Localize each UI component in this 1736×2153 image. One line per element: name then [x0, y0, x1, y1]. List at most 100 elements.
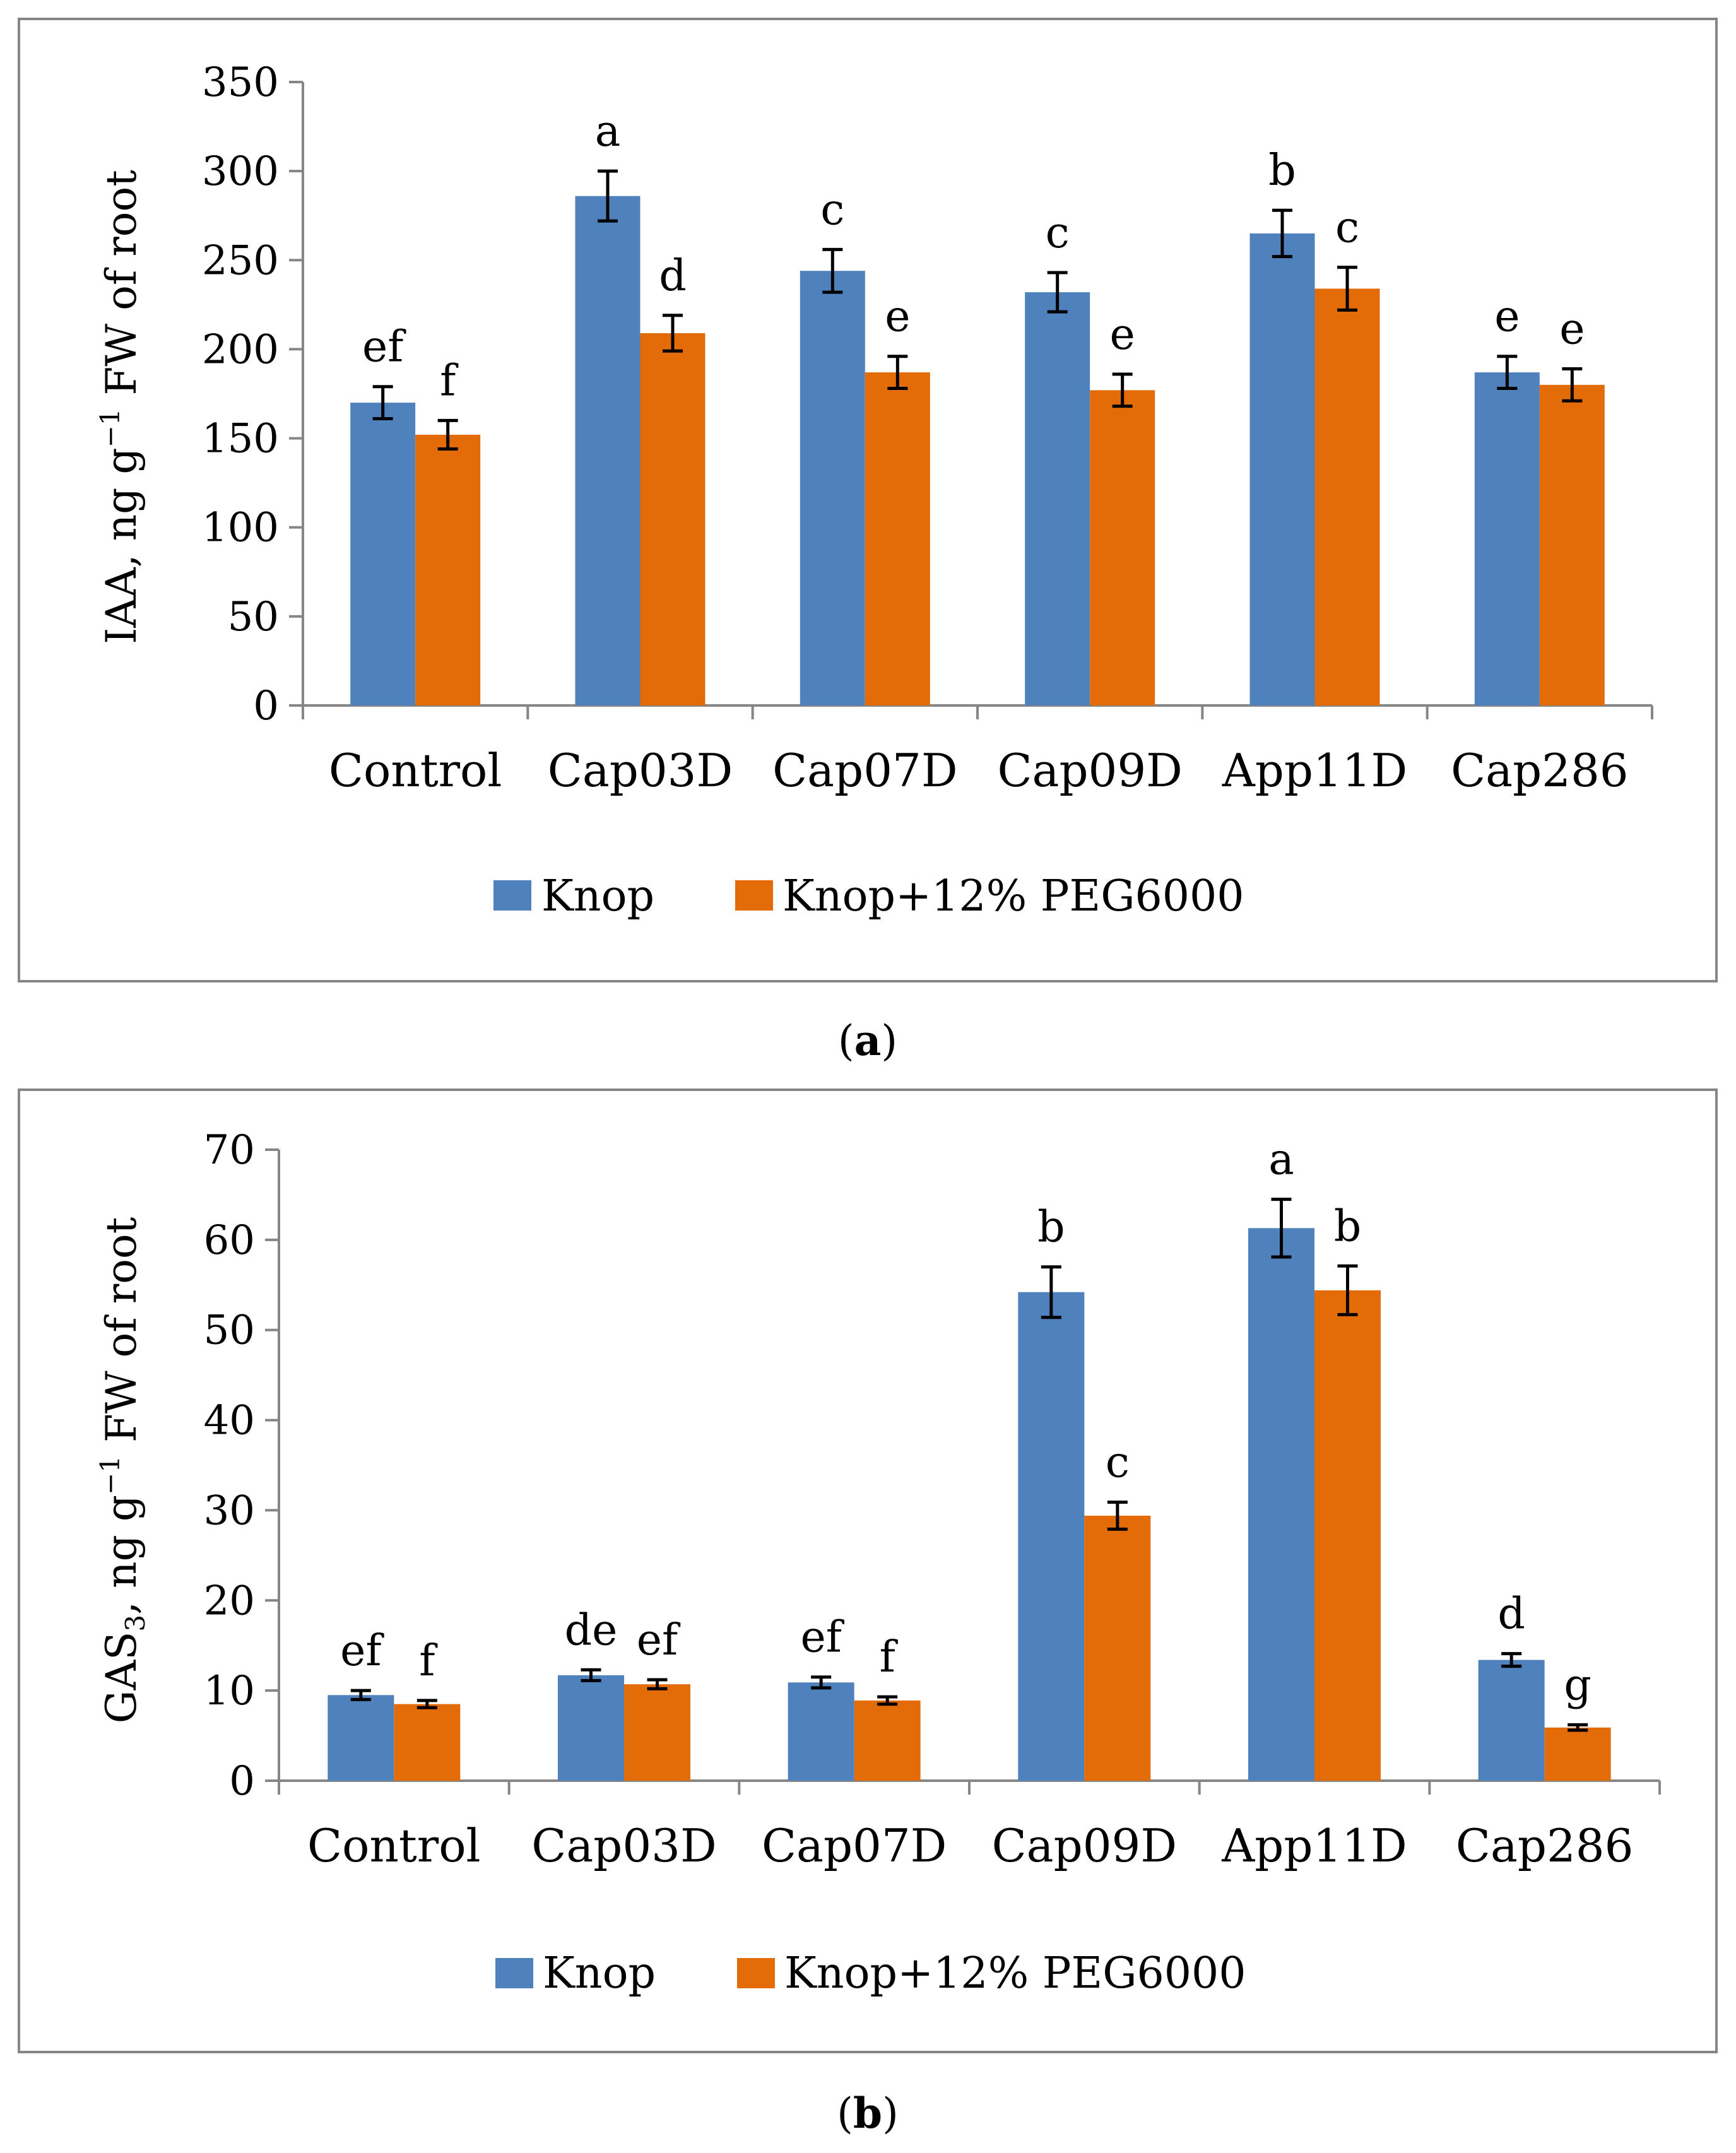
significance-letter: g — [1564, 1660, 1591, 1710]
x-tick-label: Cap03D — [548, 744, 733, 797]
significance-letter: b — [1037, 1203, 1065, 1253]
y-tick-label: 100 — [202, 505, 279, 552]
bar-knop — [1025, 292, 1090, 705]
panel-a-letter: a — [854, 1016, 882, 1065]
bar-knop — [788, 1682, 854, 1781]
x-tick-label: App11D — [1222, 744, 1408, 797]
plot-area: 0 10 20 30 40 50 60 70 Control Cap03D Cap07D Cap09D… — [204, 1127, 1661, 1872]
y-tick-label: 50 — [228, 594, 279, 640]
bar-peg — [624, 1684, 690, 1781]
significance-letter: ef — [340, 1626, 384, 1676]
bar-peg — [1314, 1290, 1381, 1781]
y-tick-label: 0 — [229, 1758, 255, 1805]
y-axis-title-suffix: FW of root — [97, 170, 146, 408]
y-tick-label: 20 — [204, 1578, 255, 1624]
x-tick-label: Cap09D — [997, 744, 1182, 797]
significance-letter: d — [1497, 1590, 1525, 1639]
x-tick-label: Cap286 — [1456, 1819, 1634, 1872]
y-tick-label: 70 — [204, 1127, 255, 1174]
bar-peg — [1539, 384, 1605, 705]
legend-swatch-peg — [737, 1958, 775, 1988]
bar-peg — [865, 372, 930, 705]
significance-letter: e — [1559, 304, 1585, 354]
x-tick-label: Control — [329, 744, 502, 797]
legend: Knop Knop+12% PEG6000 — [493, 871, 1244, 921]
significance-letter: f — [880, 1632, 899, 1682]
legend-swatch-peg — [735, 880, 773, 911]
significance-letter: ef — [362, 322, 406, 372]
bar-knop — [1478, 1660, 1545, 1781]
y-axis-title-middle: , ng g — [97, 1495, 146, 1615]
bar-peg — [394, 1704, 461, 1781]
bar-peg — [1090, 390, 1155, 705]
significance-letter: f — [419, 1636, 438, 1686]
plot-area: 0 50 100 150 200 250 300 350 Control Cap03D Cap07D… — [202, 59, 1653, 797]
significance-letter: c — [1106, 1438, 1130, 1488]
significance-letter: e — [1110, 310, 1135, 360]
legend: Knop Knop+12% PEG6000 — [495, 1949, 1246, 1998]
y-tick-label: 350 — [202, 59, 279, 106]
x-tick-label: Control — [307, 1819, 481, 1872]
y-axis-title-prefix: IAA, ng g — [97, 447, 146, 644]
bar-knop — [800, 271, 865, 705]
legend-swatch-knop — [495, 1958, 533, 1988]
y-axis-title-superscript: −1 — [95, 1456, 126, 1495]
significance-letter: d — [659, 251, 687, 301]
y-tick-label: 150 — [202, 416, 279, 463]
y-axis-title: GAS3, ng g−1 FW of root — [95, 1217, 151, 1724]
legend-label-peg: Knop+12% PEG6000 — [784, 1949, 1246, 1998]
significance-letter: e — [1494, 292, 1520, 342]
bar-peg — [640, 333, 706, 705]
significance-letter: c — [1046, 208, 1070, 258]
x-tick-label: App11D — [1221, 1819, 1407, 1872]
bar-peg — [1084, 1516, 1151, 1781]
bar-knop — [558, 1675, 624, 1781]
significance-letter: c — [1335, 203, 1359, 253]
x-tick-label: Cap09D — [992, 1819, 1177, 1872]
panel-a-caption: (a) — [838, 1016, 897, 1065]
panel-b-letter: b — [853, 2089, 882, 2138]
bar-knop — [575, 196, 641, 706]
significance-letter: a — [1268, 1135, 1294, 1185]
y-tick-label: 30 — [204, 1487, 255, 1534]
x-tick-label: Cap286 — [1451, 744, 1629, 797]
y-axis-title-prefix: GAS — [97, 1632, 146, 1724]
significance-letter: ef — [800, 1613, 844, 1663]
y-axis-title-subscript: 3 — [120, 1615, 151, 1632]
legend-swatch-knop — [493, 880, 531, 911]
bar-knop — [350, 403, 416, 705]
y-tick-label: 60 — [204, 1217, 255, 1264]
bar-knop — [1018, 1292, 1085, 1781]
significance-letter: a — [595, 107, 621, 156]
bar-knop — [1248, 1228, 1314, 1781]
legend-label-peg: Knop+12% PEG6000 — [782, 871, 1244, 921]
y-tick-label: 200 — [202, 326, 279, 373]
bar-peg — [1314, 288, 1380, 705]
legend-label-knop: Knop — [541, 871, 654, 921]
legend-label-knop: Knop — [543, 1949, 656, 1998]
bar-knop — [328, 1695, 394, 1781]
significance-letter: b — [1334, 1201, 1362, 1251]
y-axis-title-suffix: FW of root — [97, 1217, 146, 1456]
bar-peg — [1544, 1727, 1611, 1781]
y-axis-title: IAA, ng g−1 FW of root — [95, 170, 146, 644]
bar-peg — [854, 1700, 921, 1781]
significance-letter: c — [820, 185, 844, 235]
x-tick-label: Cap07D — [762, 1819, 947, 1872]
bar-knop — [1249, 233, 1315, 705]
y-tick-label: 40 — [204, 1398, 255, 1444]
chart-panel-b: 0 10 20 30 40 50 60 70 Control Cap03D Cap07D Cap09D… — [18, 1088, 1718, 2053]
x-tick-label: Cap07D — [772, 744, 957, 797]
significance-letter: de — [565, 1605, 618, 1655]
y-axis-title-superscript: −1 — [95, 409, 126, 448]
chart-panel-a: 0 50 100 150 200 250 300 350 Control Cap03D Cap07D… — [18, 18, 1718, 982]
y-tick-label: 50 — [204, 1307, 255, 1354]
chart-frame — [18, 1088, 1718, 2053]
y-tick-label: 300 — [202, 148, 279, 195]
significance-letter: f — [440, 356, 459, 406]
significance-letter: ef — [637, 1615, 681, 1665]
bar-peg — [415, 434, 481, 705]
panel-b-caption: (b) — [837, 2089, 899, 2138]
significance-letter: e — [885, 292, 910, 342]
y-tick-label: 0 — [253, 683, 279, 729]
